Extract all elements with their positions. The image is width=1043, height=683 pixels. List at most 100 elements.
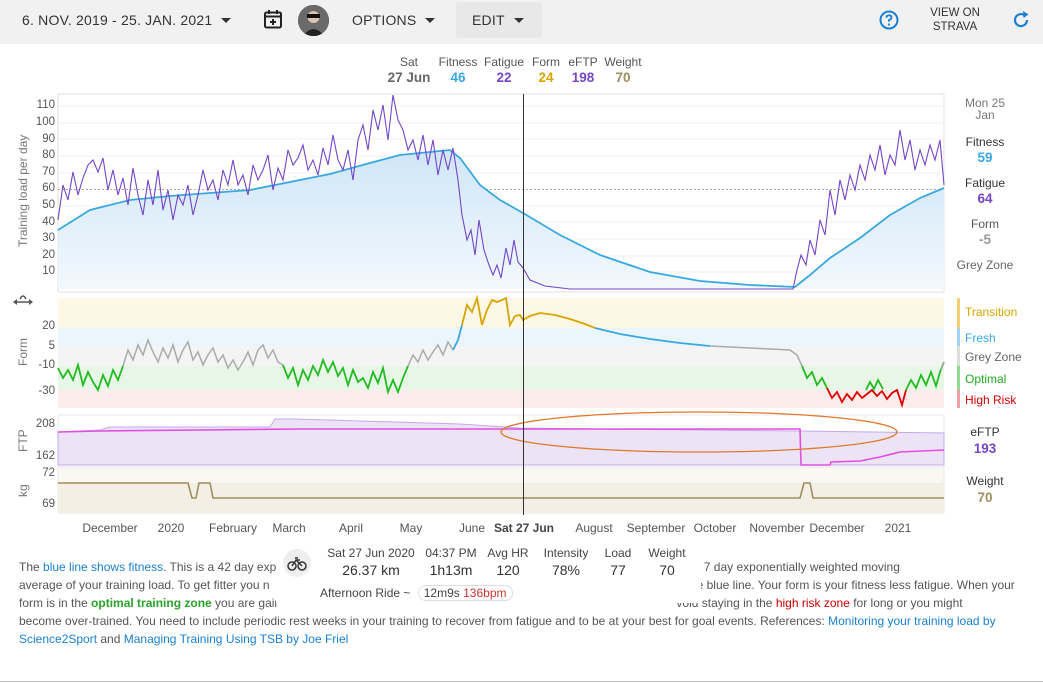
load-panel [57, 93, 945, 293]
activity-distance: 26.37 km [342, 562, 400, 578]
x-tick-cursor: Sat 27 Jun [493, 521, 555, 535]
eftp-line [57, 428, 945, 466]
activity-date: Sat 27 Jun 2020 [327, 546, 415, 560]
zone-bar-high-risk [957, 390, 960, 408]
x-tick: December [82, 521, 138, 535]
x-tick: November [749, 521, 805, 535]
link-joe-friel[interactable]: Managing Training Using TSB by Joe Friel [123, 632, 349, 646]
view-on-label: VIEW ON [930, 7, 980, 19]
zone-transition-label: Transition [965, 305, 1018, 319]
right-eftp-label: eFTP [970, 425, 1000, 439]
x-tick: June [458, 521, 486, 535]
activity-load: 77 [610, 562, 626, 578]
ftp-panel [57, 414, 945, 466]
date-range-label: 6. NOV. 2019 - 25. JAN. 2021 [22, 12, 213, 28]
desc-text: . This is a 42 day exp [163, 560, 277, 574]
y-tick: 110 [36, 99, 55, 111]
pill-time: 12m9s [423, 586, 460, 600]
add-calendar-icon[interactable] [263, 9, 283, 34]
refresh-icon[interactable] [1011, 10, 1031, 35]
tooltip-form: 24 [538, 70, 554, 85]
desc-optimal: optimal training zone [91, 596, 212, 610]
x-tick: August [575, 521, 613, 535]
ftp-axis-label: FTP [16, 429, 30, 452]
options-dropdown[interactable]: OPTIONS [352, 0, 436, 40]
activity-name-row[interactable]: Afternoon Ride ~ 12m9s 136bpm [320, 585, 513, 601]
zone-high-risk-label: High Risk [965, 393, 1017, 407]
tooltip-fitness-label: Fitness [438, 55, 478, 69]
desc-text: . This is a 7 day exponentially weighted… [649, 560, 900, 574]
right-fatigue: 64 [977, 191, 993, 206]
edit-dropdown[interactable]: EDIT [472, 0, 524, 40]
desc-blue-line: blue line shows fitness [43, 560, 164, 574]
x-tick: 2021 [884, 521, 912, 535]
right-zone: Grey Zone [956, 258, 1014, 272]
desc-text: become over-trained. You need to include… [19, 614, 829, 628]
form-line-transition [461, 294, 596, 329]
form-line-optimal-2 [282, 357, 409, 396]
right-weight: 70 [977, 490, 993, 505]
chevron-down-icon [513, 17, 524, 23]
weight-panel [57, 466, 945, 514]
edit-label: EDIT [472, 12, 505, 28]
form-line-grey-4 [940, 361, 945, 371]
form-line-optimal-3 [801, 365, 828, 389]
desc-text: average of your training load. To get fi… [19, 578, 270, 592]
desc-text: form is in the [19, 596, 92, 610]
form-zone-high-risk [58, 390, 944, 408]
form-line-grey-3 [709, 345, 803, 367]
right-form-label: Form [971, 217, 999, 231]
y-tick: 50 [42, 199, 55, 211]
tooltip-fatigue-label: Fatigue [483, 55, 525, 69]
activity-name: Afternoon Ride ~ [320, 586, 411, 600]
fitness-line [57, 149, 945, 288]
y-tick: 162 [35, 450, 55, 462]
pill-bpm: 136bpm [463, 586, 507, 600]
right-fatigue-label: Fatigue [964, 176, 1006, 190]
zone-optimal-label: Optimal [965, 372, 1007, 386]
view-on-strava-button[interactable]: VIEW ON STRAVA [920, 6, 990, 34]
y-tick: 20 [42, 320, 55, 332]
tooltip-weight: 70 [615, 70, 631, 85]
help-icon[interactable] [879, 10, 899, 35]
y-tick: 70 [42, 166, 55, 178]
y-tick: 60 [42, 182, 55, 194]
edit-button-bg [456, 2, 542, 38]
y-tick: 30 [42, 232, 55, 244]
activity-popup[interactable]: Sat 27 Jun 2020 26.37 km 04:37 PM 1h13m … [276, 543, 701, 603]
tooltip-date: 27 Jun [387, 70, 431, 85]
form-zone-grey [58, 346, 944, 366]
ftp-area [57, 418, 945, 466]
y-tick: 90 [42, 133, 55, 145]
y-tick: 5 [48, 340, 55, 352]
y-tick: 208 [35, 418, 55, 430]
desc-high-risk: high risk zone [775, 596, 850, 610]
form-zone-optimal [58, 366, 944, 390]
desc-text: you are gair [211, 596, 279, 610]
desc-text: for long or you might [849, 596, 963, 610]
tooltip-form-label: Form [532, 55, 560, 69]
resize-handle-icon[interactable] [13, 292, 33, 313]
zone-bar-grey [957, 346, 960, 366]
form-line-high-risk [826, 387, 907, 409]
right-eftp: 193 [973, 441, 997, 456]
zone-bar-optimal [957, 366, 960, 390]
kg-axis-label: kg [16, 484, 30, 497]
x-tick: April [338, 521, 364, 535]
activity-weight-label: Weight [648, 546, 686, 560]
y-tick: -10 [38, 359, 55, 371]
activity-hr: 120 [496, 562, 520, 578]
right-fitness-label: Fitness [965, 135, 1005, 149]
x-tick: March [272, 521, 306, 535]
date-range-dropdown[interactable]: 6. NOV. 2019 - 25. JAN. 2021 [22, 0, 232, 40]
bottom-divider [0, 681, 1043, 682]
right-date-2: Jan [975, 108, 995, 122]
x-tick: 2020 [157, 521, 185, 535]
avatar[interactable] [298, 5, 329, 36]
activity-hr-label: Avg HR [487, 546, 529, 560]
form-line-optimal-4 [865, 361, 945, 391]
link-science2sport[interactable]: Monitoring your training load by Science… [19, 614, 996, 646]
desc-text: the blue line. Your form is your fitness… [686, 578, 1015, 592]
form-line-grey-2 [407, 340, 454, 367]
right-weight-label: Weight [966, 474, 1004, 488]
